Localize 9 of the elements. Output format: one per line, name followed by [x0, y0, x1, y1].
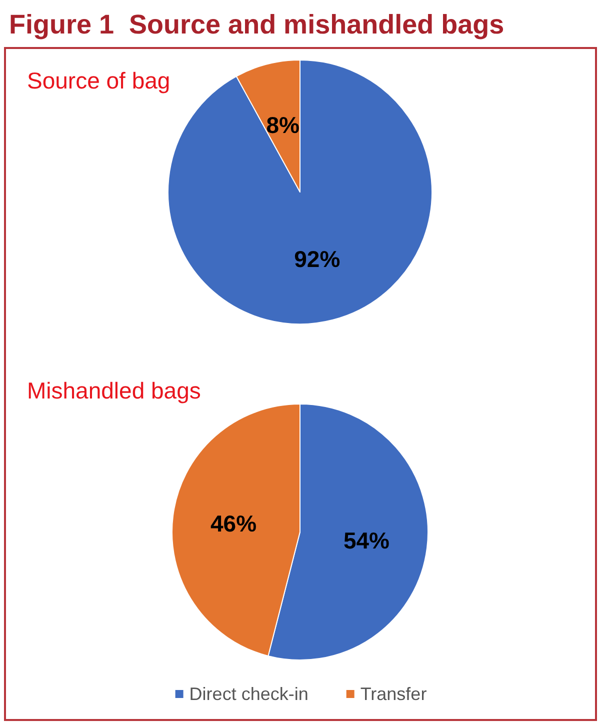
slice-label: Mishandled bags: [27, 378, 201, 404]
slice-label: Source of bag: [27, 68, 170, 94]
data-label: 46%: [210, 510, 257, 537]
legend-label: Direct check-in: [189, 684, 308, 704]
data-label: 54%: [343, 527, 390, 554]
chart-title: Figure 1 Source and mishandled bags: [9, 10, 504, 40]
legend-label: Transfer: [360, 684, 427, 704]
data-label: 8%: [266, 112, 300, 138]
data-label: 92%: [294, 246, 340, 272]
